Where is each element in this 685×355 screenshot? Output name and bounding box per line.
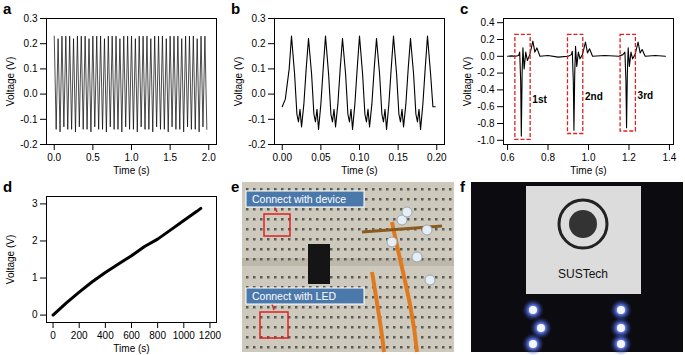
svg-text:-0.2: -0.2 [477,67,495,78]
html-text:e: e [231,178,240,195]
svg-text:2: 2 [32,235,38,246]
html-text:c: c [460,0,469,17]
svg-text:0.6: 0.6 [501,152,515,163]
svg-text:-0.2: -0.2 [20,139,38,150]
svg-text:3: 3 [32,198,38,209]
svg-text:-0.8: -0.8 [477,118,495,129]
svg-text:0.2: 0.2 [252,38,266,49]
svg-text:0: 0 [50,330,56,341]
svg-text:0.4: 0.4 [481,17,495,28]
svg-text:0.0: 0.0 [252,88,266,99]
svg-text:2.0: 2.0 [202,152,216,163]
html-text:d: d [3,178,13,195]
svg-text:Connect with device: Connect with device [252,193,346,205]
svg-text:0.2: 0.2 [481,34,495,45]
svg-text:0.0: 0.0 [24,88,38,99]
svg-text:0.3: 0.3 [252,13,266,24]
html-text:f: f [460,178,465,195]
svg-text:0.20: 0.20 [427,152,447,163]
svg-text:-1.0: -1.0 [477,135,495,146]
svg-text:600: 600 [123,330,140,341]
svg-text:Time (s): Time (s) [341,165,377,176]
svg-text:1.5: 1.5 [163,152,177,163]
svg-text:0.5: 0.5 [86,152,100,163]
svg-text:0.1: 0.1 [252,63,266,74]
svg-text:1.4: 1.4 [662,152,676,163]
svg-text:Time (s): Time (s) [113,343,149,354]
svg-text:0.0: 0.0 [481,51,495,62]
svg-text:1: 1 [32,272,38,283]
svg-text:1.2: 1.2 [622,152,636,163]
svg-text:Time (s): Time (s) [570,165,606,176]
svg-text:1.0: 1.0 [582,152,596,163]
svg-text:Voltage (V): Voltage (V) [5,57,16,106]
svg-text:200: 200 [71,330,88,341]
svg-text:3rd: 3rd [638,90,654,101]
svg-text:1.0: 1.0 [125,152,139,163]
svg-text:0.1: 0.1 [24,63,38,74]
html-text:a: a [3,0,12,17]
svg-text:SUSTech: SUSTech [558,267,608,281]
svg-text:Time (s): Time (s) [113,165,149,176]
svg-text:0.15: 0.15 [388,152,408,163]
svg-text:-0.2: -0.2 [248,139,266,150]
svg-text:2nd: 2nd [585,91,603,102]
svg-text:-0.4: -0.4 [477,84,495,95]
svg-text:0.00: 0.00 [272,152,292,163]
svg-text:-0.1: -0.1 [20,114,38,125]
svg-text:800: 800 [149,330,166,341]
svg-text:1st: 1st [532,94,547,105]
svg-text:Voltage (V): Voltage (V) [5,235,16,284]
svg-text:Voltage (V): Voltage (V) [462,57,473,106]
svg-text:1200: 1200 [199,330,222,341]
svg-text:-0.1: -0.1 [248,114,266,125]
svg-text:0.0: 0.0 [47,152,61,163]
svg-text:0.8: 0.8 [541,152,555,163]
svg-text:1000: 1000 [173,330,196,341]
svg-text:-0.6: -0.6 [477,101,495,112]
svg-text:0.05: 0.05 [311,152,331,163]
html-text:b: b [231,0,241,17]
svg-text:0: 0 [32,309,38,320]
svg-text:Voltage (V): Voltage (V) [233,57,244,106]
svg-text:400: 400 [97,330,114,341]
svg-text:0.3: 0.3 [24,13,38,24]
svg-text:0.10: 0.10 [350,152,370,163]
svg-text:Connect with LED: Connect with LED [252,290,336,302]
svg-text:0.2: 0.2 [24,38,38,49]
